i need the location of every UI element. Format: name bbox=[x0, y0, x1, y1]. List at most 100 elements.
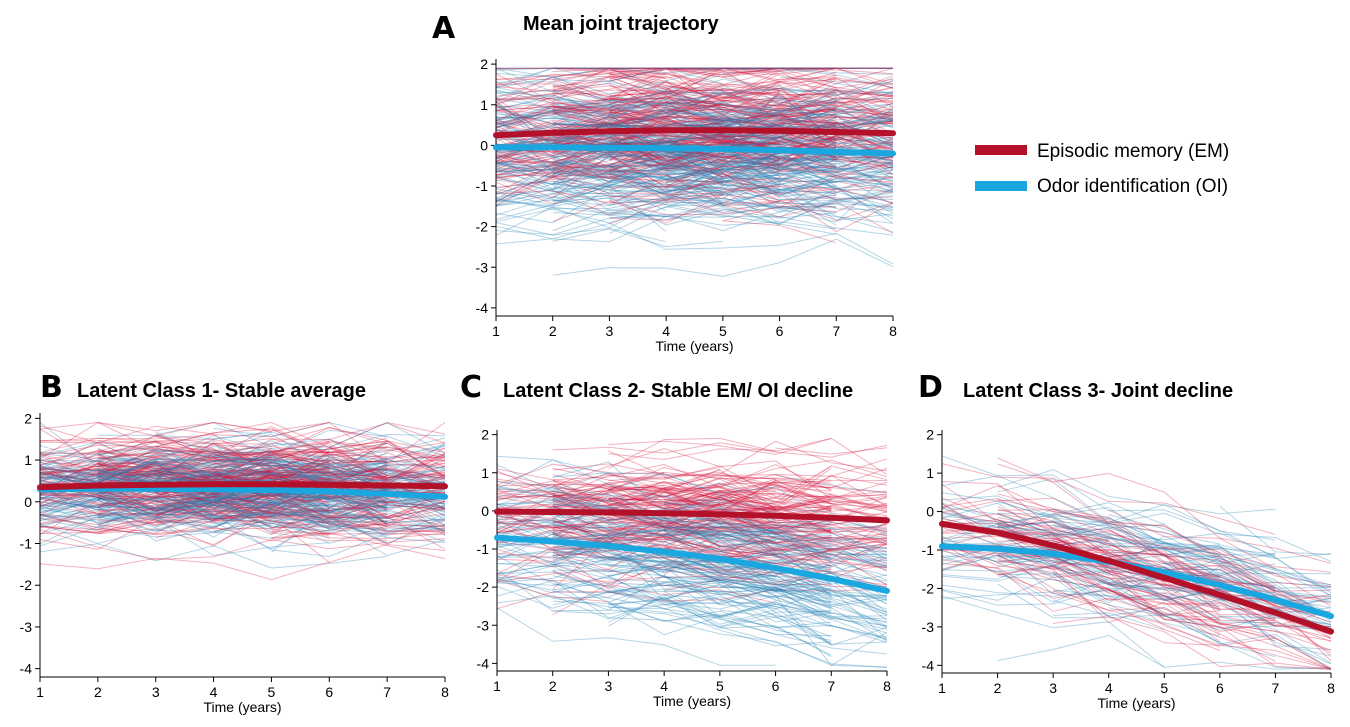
y-tick-label: 2 bbox=[24, 410, 32, 426]
oi-mean-line-point bbox=[211, 486, 217, 492]
legend-label-em: Episodic memory (EM) bbox=[1037, 141, 1229, 162]
y-tick-label: 0 bbox=[926, 504, 934, 520]
oi-mean-line-point bbox=[833, 149, 839, 155]
x-tick-label: 3 bbox=[605, 678, 613, 694]
x-tick-label: 2 bbox=[549, 678, 557, 694]
oi-mean-line-point bbox=[550, 144, 556, 150]
oi-mean-line-point bbox=[442, 494, 448, 500]
oi-mean-line-point bbox=[717, 556, 723, 562]
panel-title: Latent Class 2- Stable EM/ OI decline bbox=[503, 380, 853, 402]
oi-mean-line-point bbox=[494, 535, 500, 541]
oi-mean-line-point bbox=[1050, 551, 1056, 557]
x-tick-label: 5 bbox=[268, 684, 276, 700]
y-tick-label: 2 bbox=[480, 56, 488, 72]
em-mean-line-point bbox=[828, 515, 834, 521]
x-tick-label: 4 bbox=[662, 323, 670, 339]
em-mean-line bbox=[939, 520, 1334, 635]
panel-c: C Latent Class 2- Stable EM/ OI decline 2 1… bbox=[460, 370, 891, 709]
oi-mean-line-point bbox=[720, 146, 726, 152]
oi-individual-lines bbox=[497, 455, 887, 668]
oi-mean-line-point bbox=[606, 145, 612, 151]
oi-individual-lines-front bbox=[496, 67, 893, 232]
x-tick-label: 5 bbox=[716, 678, 724, 694]
oi-mean-line bbox=[494, 534, 890, 594]
em-mean-line-point bbox=[1106, 558, 1112, 564]
y-tick-label: 1 bbox=[926, 465, 934, 481]
oi-mean-line-point bbox=[828, 576, 834, 582]
x-axis-label: Time (years) bbox=[203, 699, 281, 715]
x-tick-label: 5 bbox=[1160, 680, 1168, 696]
oi-mean-line-point bbox=[939, 543, 945, 549]
em-mean-line-point bbox=[1050, 542, 1056, 548]
x-tick-label: 6 bbox=[776, 323, 784, 339]
em-mean-line-point bbox=[884, 517, 890, 523]
legend: Episodic memory (EM) Odor identification… bbox=[975, 141, 1229, 197]
oi-mean-line-point bbox=[884, 588, 890, 594]
em-mean-line-point bbox=[493, 132, 499, 138]
em-mean-line-point bbox=[777, 128, 783, 134]
x-tick-label: 3 bbox=[152, 684, 160, 700]
x-tick-label: 2 bbox=[94, 684, 102, 700]
y-tick-label: -2 bbox=[20, 577, 33, 593]
panel-title: Mean joint trajectory bbox=[523, 13, 719, 35]
oi-individual-lines-front bbox=[497, 461, 887, 668]
em-mean-line-point bbox=[153, 482, 159, 488]
em-mean-line-point bbox=[773, 513, 779, 519]
oi-mean-line-point bbox=[326, 488, 332, 494]
x-tick-label: 6 bbox=[325, 684, 333, 700]
em-mean-line bbox=[494, 508, 890, 524]
x-tick-label: 1 bbox=[493, 678, 501, 694]
y-tick-label: 2 bbox=[481, 427, 489, 443]
oi-mean-line-point bbox=[384, 491, 390, 497]
y-tick-label: -3 bbox=[476, 259, 489, 275]
y-tick-label: 0 bbox=[24, 494, 32, 510]
x-tick-label: 6 bbox=[772, 678, 780, 694]
em-mean-line-point bbox=[550, 509, 556, 515]
panel-d: D Latent Class 3- Joint decline 2 1 0 -1 -2 -3 -… bbox=[918, 370, 1335, 711]
em-mean-line-point bbox=[442, 483, 448, 489]
em-mean-line-point bbox=[326, 482, 332, 488]
x-tick-label: 6 bbox=[1216, 680, 1224, 696]
oi-mean-line bbox=[493, 144, 896, 157]
em-mean-line-point bbox=[720, 127, 726, 133]
panel-letter: A bbox=[432, 11, 456, 46]
x-tick-label: 1 bbox=[36, 684, 44, 700]
panels: A Mean joint trajectory 2 1 0 -1 -2 -3 -4 1 2 3 4 5 6 7… bbox=[20, 11, 1336, 715]
em-mean-line-point bbox=[95, 483, 101, 488]
oi-mean-line-point bbox=[663, 145, 669, 151]
y-tick-label: -1 bbox=[20, 536, 33, 552]
em-mean-line bbox=[37, 481, 448, 491]
y-tick-label: -1 bbox=[922, 542, 935, 558]
x-axis-label: Time (years) bbox=[655, 338, 733, 354]
x-tick-label: 2 bbox=[549, 323, 557, 339]
y-tick-label: -3 bbox=[477, 617, 490, 633]
y-tick-label: 0 bbox=[481, 503, 489, 519]
y-tick-label: 1 bbox=[481, 465, 489, 481]
em-mean-line-point bbox=[995, 530, 1001, 536]
x-axis-label: Time (years) bbox=[1097, 695, 1175, 711]
panel-letter: D bbox=[918, 370, 943, 405]
x-tick-label: 3 bbox=[606, 323, 614, 339]
panel-letter: C bbox=[460, 370, 482, 405]
y-tick-label: -2 bbox=[477, 579, 490, 595]
em-mean-line-point bbox=[1161, 575, 1167, 581]
legend-swatch-em bbox=[975, 145, 1027, 155]
em-mean-line-point bbox=[939, 521, 945, 527]
oi-mean-line bbox=[37, 485, 448, 500]
oi-mean-line-point bbox=[605, 543, 611, 549]
y-tick-label: -3 bbox=[20, 619, 33, 635]
em-mean-line-point bbox=[550, 130, 556, 136]
em-mean-line-point bbox=[384, 483, 390, 488]
oi-mean-line-point bbox=[1272, 597, 1278, 603]
y-tick-label: -4 bbox=[922, 657, 935, 673]
x-tick-label: 7 bbox=[827, 678, 835, 694]
x-tick-label: 2 bbox=[994, 680, 1002, 696]
y-tick-label: -1 bbox=[476, 178, 489, 194]
individual-trajectories bbox=[497, 437, 887, 668]
oi-mean-line-point bbox=[890, 151, 896, 156]
x-tick-label: 8 bbox=[1327, 680, 1335, 696]
y-tick-label: -4 bbox=[476, 300, 489, 316]
legend-label-oi: Odor identification (OI) bbox=[1037, 176, 1228, 197]
